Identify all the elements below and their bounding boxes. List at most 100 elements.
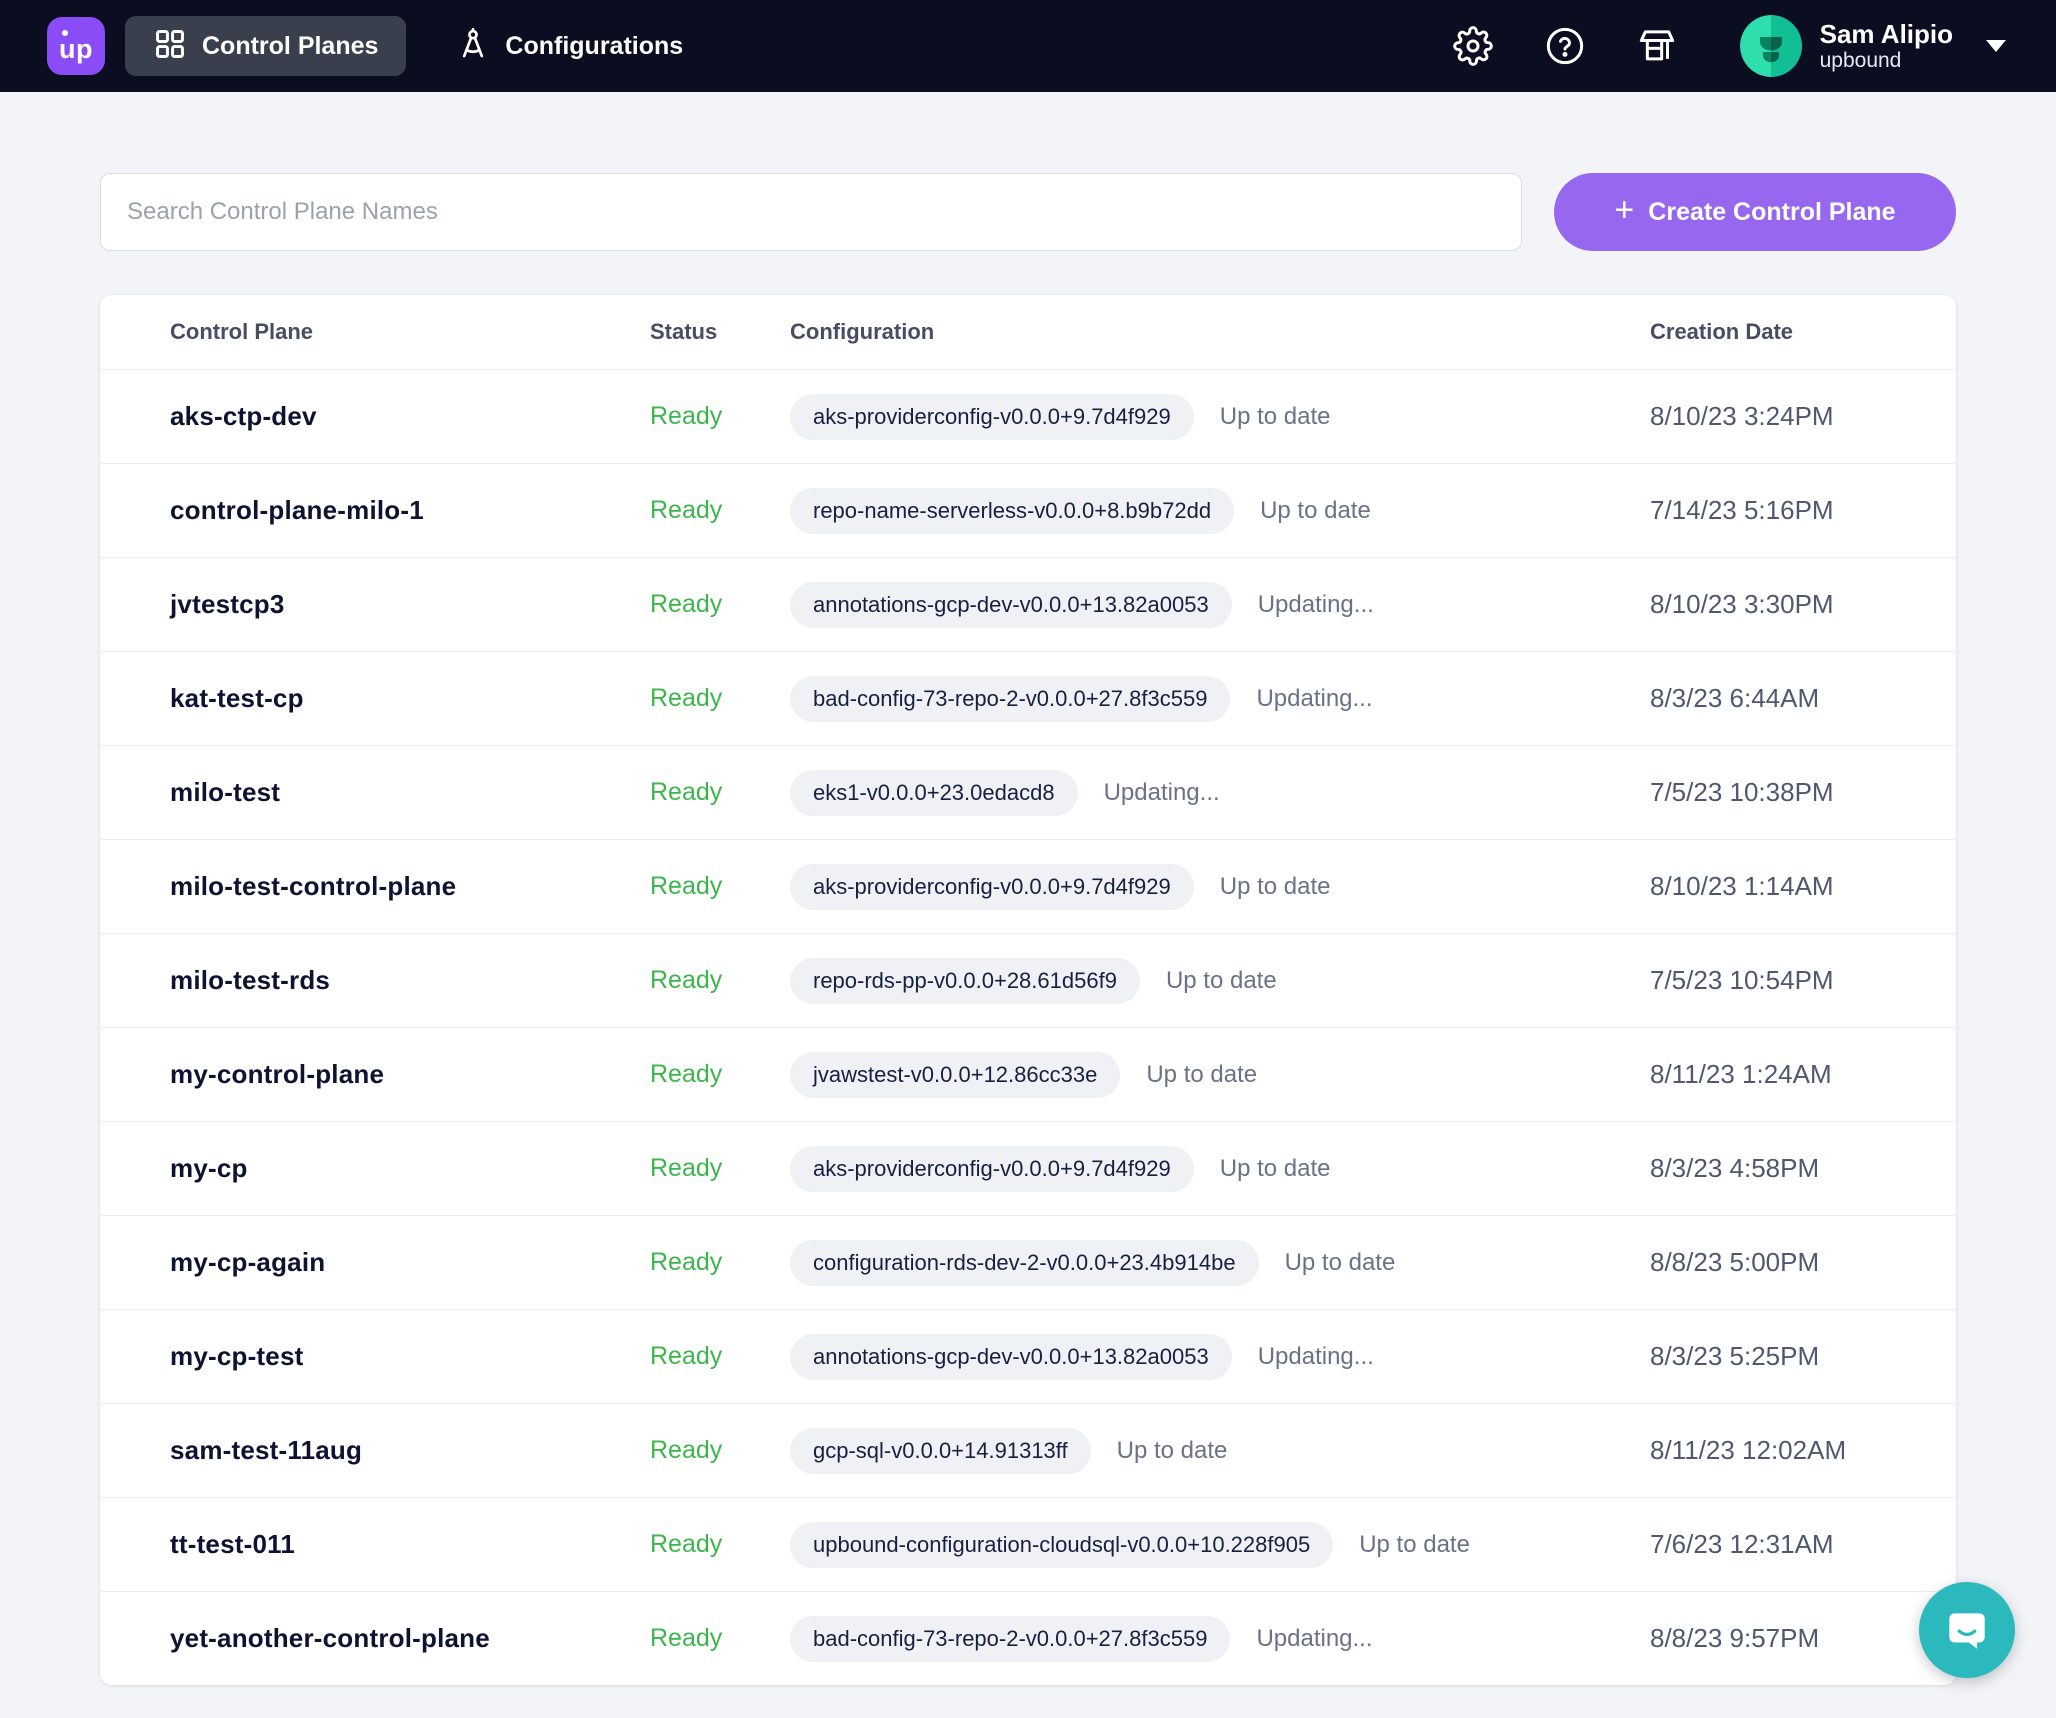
table-row[interactable]: control-plane-milo-1 Ready repo-name-ser… xyxy=(100,463,1956,557)
configuration-status: Updating... xyxy=(1103,778,1220,806)
table-row[interactable]: milo-test Ready eks1-v0.0.0+23.0edacd8 U… xyxy=(100,745,1956,839)
logo-text: up xyxy=(59,33,93,64)
creation-date: 8/10/23 1:14AM xyxy=(1650,871,1834,901)
control-plane-name: my-cp-again xyxy=(170,1247,326,1277)
configuration-status: Up to date xyxy=(1284,1248,1396,1276)
creation-date: 8/10/23 3:30PM xyxy=(1650,589,1834,619)
configuration-badge: repo-name-serverless-v0.0.0+8.b9b72dd xyxy=(790,487,1235,534)
table-row[interactable]: my-cp-test Ready annotations-gcp-dev-v0.… xyxy=(100,1309,1956,1403)
control-plane-name: jvtestcp3 xyxy=(170,589,285,619)
control-plane-name: milo-test xyxy=(170,777,281,807)
configuration-status: Up to date xyxy=(1219,1154,1331,1182)
creation-date: 8/3/23 6:44AM xyxy=(1650,683,1820,713)
configuration-status: Updating... xyxy=(1256,684,1373,712)
configuration-status: Up to date xyxy=(1260,496,1371,524)
upbound-logo[interactable]: up xyxy=(47,17,105,75)
table-row[interactable]: my-cp-again Ready configuration-rds-dev-… xyxy=(100,1215,1956,1309)
chat-launcher-button[interactable] xyxy=(1919,1582,2015,1678)
creation-date: 7/6/23 12:31AM xyxy=(1650,1529,1834,1559)
creation-date: 8/8/23 5:00PM xyxy=(1650,1247,1820,1277)
table-row[interactable]: yet-another-control-plane Ready bad-conf… xyxy=(100,1591,1956,1685)
top-navbar: up Control Planes Configurations xyxy=(0,0,2056,92)
configuration-badge: aks-providerconfig-v0.0.0+9.7d4f929 xyxy=(790,1145,1194,1192)
configuration-badge: upbound-configuration-cloudsql-v0.0.0+10… xyxy=(790,1521,1334,1568)
configuration-badge: configuration-rds-dev-2-v0.0.0+23.4b914b… xyxy=(790,1239,1259,1286)
status-value: Ready xyxy=(650,1624,723,1652)
nav-tab-label: Configurations xyxy=(505,31,684,60)
chevron-down-icon[interactable] xyxy=(1983,39,2009,54)
user-menu[interactable]: Sam Alipio upbound xyxy=(1739,15,2009,77)
control-plane-name: yet-another-control-plane xyxy=(170,1623,490,1653)
configuration-badge: jvawstest-v0.0.0+12.86cc33e xyxy=(790,1051,1121,1098)
creation-date: 8/11/23 12:02AM xyxy=(1650,1435,1847,1465)
plus-icon: + xyxy=(1614,190,1635,229)
control-plane-name: my-cp xyxy=(170,1153,248,1183)
user-org: upbound xyxy=(1819,48,1902,72)
table-row[interactable]: jvtestcp3 Ready annotations-gcp-dev-v0.0… xyxy=(100,557,1956,651)
table-body: aks-ctp-dev Ready aks-providerconfig-v0.… xyxy=(100,369,1956,1685)
configuration-badge: repo-rds-pp-v0.0.0+28.61d56f9 xyxy=(790,957,1140,1004)
status-value: Ready xyxy=(650,684,723,712)
status-value: Ready xyxy=(650,496,723,524)
table-row[interactable]: milo-test-control-plane Ready aks-provid… xyxy=(100,839,1956,933)
settings-gear-icon[interactable] xyxy=(1452,25,1494,67)
configuration-status: Up to date xyxy=(1165,966,1277,994)
column-header-status: Status xyxy=(650,319,718,344)
configuration-status: Updating... xyxy=(1256,1624,1373,1652)
creation-date: 7/5/23 10:54PM xyxy=(1650,965,1834,995)
configuration-status: Up to date xyxy=(1116,1436,1228,1464)
creation-date: 8/8/23 9:57PM xyxy=(1650,1623,1820,1653)
status-value: Ready xyxy=(650,966,723,994)
column-header-creation-date: Creation Date xyxy=(1650,319,1794,344)
table-row[interactable]: sam-test-11aug Ready gcp-sql-v0.0.0+14.9… xyxy=(100,1403,1956,1497)
search-input[interactable] xyxy=(100,173,1522,251)
nav-tab-configurations[interactable]: Configurations xyxy=(456,27,683,66)
table-row[interactable]: tt-test-011 Ready upbound-configuration-… xyxy=(100,1497,1956,1591)
chat-bubble-icon xyxy=(1949,1613,1985,1649)
creation-date: 8/11/23 1:24AM xyxy=(1650,1059,1832,1089)
control-plane-name: control-plane-milo-1 xyxy=(170,495,424,525)
table-row[interactable]: my-cp Ready aks-providerconfig-v0.0.0+9.… xyxy=(100,1121,1956,1215)
create-control-plane-button[interactable]: + Create Control Plane xyxy=(1554,173,1956,251)
configuration-badge: aks-providerconfig-v0.0.0+9.7d4f929 xyxy=(790,863,1194,910)
configuration-status: Updating... xyxy=(1257,1342,1374,1370)
configuration-badge: aks-providerconfig-v0.0.0+9.7d4f929 xyxy=(790,393,1194,440)
create-button-label: Create Control Plane xyxy=(1648,197,1896,226)
nav-tab-label: Control Planes xyxy=(202,31,379,60)
status-value: Ready xyxy=(650,872,723,900)
control-plane-name: aks-ctp-dev xyxy=(170,401,317,431)
configuration-badge: eks1-v0.0.0+23.0edacd8 xyxy=(790,769,1078,816)
control-plane-name: sam-test-11aug xyxy=(170,1435,363,1465)
table-header: Control Plane Status Configuration Creat… xyxy=(100,295,1956,369)
table-row[interactable]: aks-ctp-dev Ready aks-providerconfig-v0.… xyxy=(100,369,1956,463)
status-value: Ready xyxy=(650,778,723,806)
configuration-status: Up to date xyxy=(1219,402,1331,430)
help-icon[interactable] xyxy=(1544,25,1586,67)
status-value: Ready xyxy=(650,402,723,430)
control-plane-name: milo-test-control-plane xyxy=(170,871,457,901)
table-row[interactable]: my-control-plane Ready jvawstest-v0.0.0+… xyxy=(100,1027,1956,1121)
compass-icon xyxy=(456,27,490,66)
control-plane-name: kat-test-cp xyxy=(170,683,304,713)
control-plane-name: tt-test-011 xyxy=(170,1529,296,1559)
toolbar: + Create Control Plane xyxy=(100,173,1956,251)
configuration-badge: bad-config-73-repo-2-v0.0.0+27.8f3c559 xyxy=(790,675,1231,722)
creation-date: 8/3/23 5:25PM xyxy=(1650,1341,1820,1371)
status-value: Ready xyxy=(650,1342,723,1370)
control-planes-table: Control Plane Status Configuration Creat… xyxy=(100,295,1956,1685)
control-plane-name: my-cp-test xyxy=(170,1341,304,1371)
column-header-control-plane: Control Plane xyxy=(170,319,314,344)
table-row[interactable]: milo-test-rds Ready repo-rds-pp-v0.0.0+2… xyxy=(100,933,1956,1027)
control-plane-name: my-control-plane xyxy=(170,1059,385,1089)
marketplace-icon[interactable] xyxy=(1636,25,1678,67)
status-value: Ready xyxy=(650,1154,723,1182)
status-value: Ready xyxy=(650,1530,723,1558)
logo-dot xyxy=(62,30,68,36)
status-value: Ready xyxy=(650,1248,723,1276)
table-row[interactable]: kat-test-cp Ready bad-config-73-repo-2-v… xyxy=(100,651,1956,745)
status-value: Ready xyxy=(650,1060,723,1088)
creation-date: 7/14/23 5:16PM xyxy=(1650,495,1834,525)
configuration-status: Up to date xyxy=(1359,1530,1470,1558)
grid-icon xyxy=(153,27,187,66)
nav-tab-control-planes[interactable]: Control Planes xyxy=(125,16,407,76)
